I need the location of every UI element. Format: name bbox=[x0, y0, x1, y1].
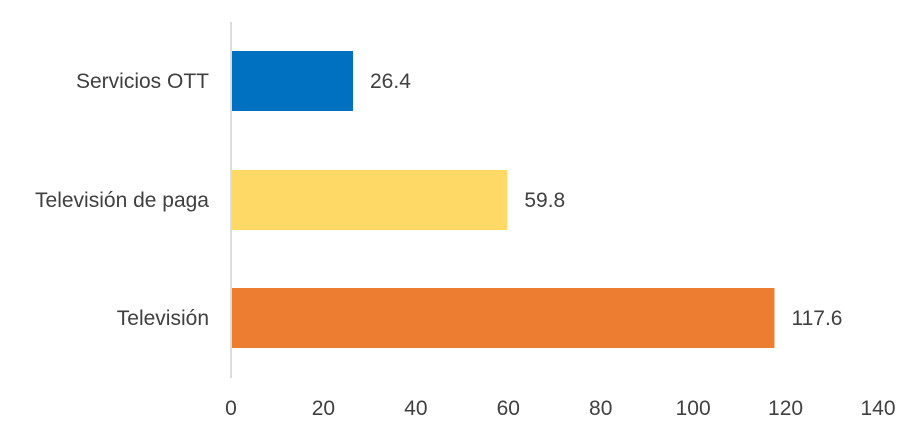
value-label-television: 117.6 bbox=[791, 307, 842, 330]
x-tick-label: 20 bbox=[312, 397, 335, 420]
category-label-servicios-ott: Servicios OTT bbox=[76, 70, 209, 93]
bar-television bbox=[232, 288, 775, 348]
x-tick-label: 60 bbox=[497, 397, 520, 420]
x-tick-label: 0 bbox=[225, 397, 237, 420]
bar-servicios-ott bbox=[232, 51, 354, 111]
x-axis-ticks: 0 20 40 60 80 100 120 140 bbox=[225, 397, 895, 420]
x-tick-label: 100 bbox=[676, 397, 711, 420]
x-tick-label: 140 bbox=[860, 397, 895, 420]
x-tick-label: 40 bbox=[404, 397, 427, 420]
value-labels: 26.4 59.8 117.6 bbox=[370, 70, 842, 330]
value-label-television-de-paga: 59.8 bbox=[524, 189, 565, 212]
category-label-television-de-paga: Televisión de paga bbox=[35, 189, 209, 212]
x-tick-label: 120 bbox=[768, 397, 803, 420]
bar-television-de-paga bbox=[232, 170, 508, 230]
value-label-servicios-ott: 26.4 bbox=[370, 70, 411, 93]
bars-group bbox=[232, 51, 775, 348]
category-labels: Servicios OTT Televisión de paga Televisió… bbox=[35, 70, 209, 330]
category-label-television: Televisión bbox=[117, 307, 209, 330]
x-tick-label: 80 bbox=[589, 397, 612, 420]
